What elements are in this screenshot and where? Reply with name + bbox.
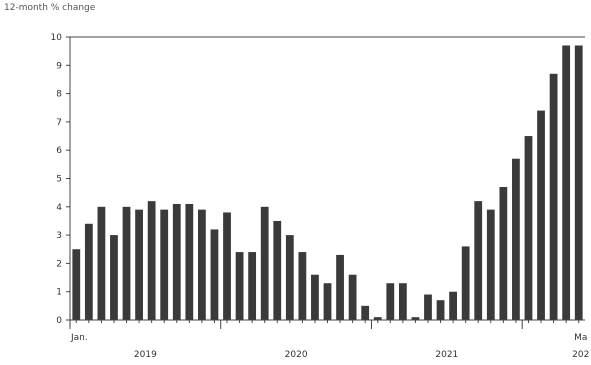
- bar: [461, 246, 470, 320]
- bar: [424, 294, 432, 320]
- bar: [110, 235, 118, 320]
- bar: [474, 201, 483, 320]
- y-tick-label: 0: [56, 316, 62, 326]
- y-tick-label: 2: [56, 259, 62, 269]
- bar: [298, 252, 307, 320]
- bar: [436, 300, 445, 320]
- bar-series: [72, 45, 583, 321]
- bar: [185, 203, 194, 320]
- bar: [135, 209, 143, 320]
- bar: [549, 73, 558, 320]
- y-tick-label: 5: [56, 175, 62, 185]
- bar: [512, 158, 520, 320]
- bar: [373, 317, 382, 320]
- bar: [361, 305, 370, 320]
- x-last-month-label: Ma: [574, 333, 587, 343]
- bar: [411, 317, 420, 320]
- bar: [524, 136, 533, 320]
- y-tick-label: 8: [56, 90, 62, 100]
- bar: [386, 283, 395, 320]
- bar: [348, 274, 357, 320]
- x-axis: Jan. Ma 2019 2020 2021 202: [69, 319, 589, 360]
- bar: [97, 206, 106, 320]
- bar: [147, 201, 156, 320]
- y-tick-label: 10: [51, 33, 63, 43]
- y-tick-label: 1: [56, 288, 62, 298]
- bar: [449, 291, 458, 320]
- bar: [223, 212, 231, 320]
- bar: [537, 110, 545, 320]
- bar: [248, 252, 257, 320]
- bar: [574, 45, 583, 321]
- bar: [398, 283, 407, 320]
- x-year-label: 2020: [285, 350, 308, 360]
- bar: [499, 186, 508, 320]
- y-axis-title: 12-month % change: [4, 3, 96, 13]
- bar: [336, 254, 344, 320]
- y-tick-label: 9: [56, 61, 62, 71]
- y-tick-label: 3: [56, 231, 62, 241]
- bar: [72, 249, 81, 320]
- bar: [210, 229, 219, 320]
- bar: [311, 274, 319, 320]
- bar: [285, 235, 294, 320]
- bar: [197, 209, 206, 320]
- bar: [562, 45, 571, 321]
- y-tick-label: 6: [56, 146, 62, 156]
- y-tick-label: 7: [56, 118, 62, 128]
- x-year-label: 202: [572, 350, 589, 360]
- bar: [260, 206, 269, 320]
- bar: [235, 252, 244, 320]
- y-tick-label: 4: [56, 203, 62, 213]
- bar: [122, 206, 131, 320]
- y-axis: 0 1 2 3 4 5 6 7 8 9 10: [51, 33, 585, 326]
- bar: [84, 223, 93, 320]
- bar: [486, 209, 495, 320]
- x-year-label: 2021: [435, 350, 458, 360]
- bar: [172, 203, 181, 320]
- x-first-month-label: Jan.: [70, 333, 88, 343]
- bar: [323, 283, 332, 320]
- bar: [273, 220, 282, 320]
- bar: [160, 209, 169, 320]
- x-year-label: 2019: [134, 350, 157, 360]
